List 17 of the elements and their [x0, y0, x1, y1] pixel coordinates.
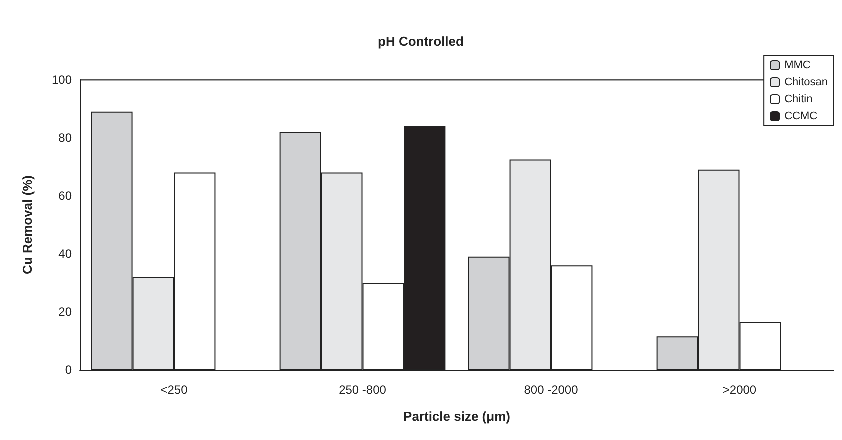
y-tick-label: 100 [52, 73, 72, 87]
legend-label: Chitosan [784, 76, 828, 88]
y-tick-label: 60 [58, 189, 72, 203]
legend-label: Chitin [784, 94, 813, 106]
y-tick-label: 0 [65, 363, 72, 377]
x-tick-label: >2000 [722, 383, 757, 397]
y-tick-label: 80 [58, 131, 72, 145]
x-tick-label: 800 -2000 [524, 383, 579, 397]
x-tick-label: 250 -800 [339, 383, 387, 397]
legend-label: CCMC [784, 110, 818, 122]
chart-title: pH Controlled [378, 34, 464, 49]
y-axis-title: Cu Removal (%) [20, 176, 35, 274]
x-axis-title: Particle size (μm) [404, 409, 510, 424]
legend-label: MMC [784, 60, 811, 72]
y-tick-label: 20 [58, 305, 72, 319]
x-tick-label: <250 [160, 383, 188, 397]
y-tick-label: 40 [58, 247, 72, 261]
